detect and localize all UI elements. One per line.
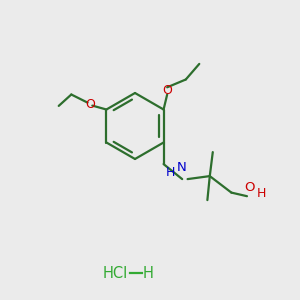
Text: O: O <box>245 181 255 194</box>
Text: O: O <box>162 84 172 98</box>
Text: H: H <box>166 166 176 179</box>
Text: O: O <box>85 98 95 111</box>
Text: N: N <box>177 161 187 174</box>
Text: H: H <box>143 266 154 280</box>
Text: HCl: HCl <box>103 266 128 280</box>
Text: H: H <box>257 187 266 200</box>
